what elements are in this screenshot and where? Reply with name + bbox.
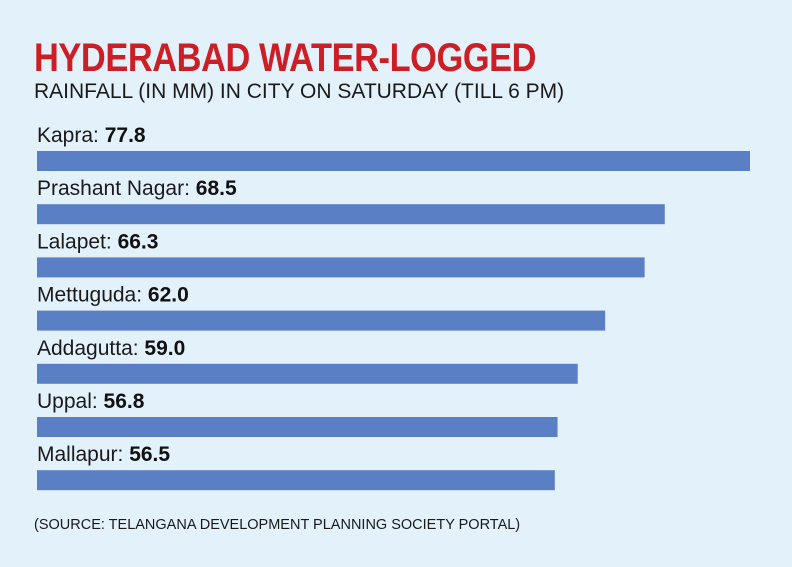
value-label: 59.0 [144,337,185,360]
bar [37,310,606,331]
bar [37,257,645,278]
category-label: Prashant Nagar: [37,177,196,200]
category-label: Kapra: [37,124,105,147]
category-label: Uppal: [37,390,104,413]
bar-group: Uppal: 56.8 [37,390,558,437]
source-note: (SOURCE: TELANGANA DEVELOPMENT PLANNING … [34,517,521,533]
chart-title: HYDERABAD WATER-LOGGED [34,36,537,80]
bar-group: Mettuguda: 62.0 [37,284,606,331]
value-label: 68.5 [196,177,237,200]
value-label: 77.8 [105,124,146,147]
bar [37,470,555,491]
bar [37,417,558,437]
bar-label: Mallapur: 56.5 [37,443,170,466]
value-label: 56.8 [104,390,145,413]
bar-label: Prashant Nagar: 68.5 [37,177,237,200]
value-label: 66.3 [118,230,159,253]
category-label: Lalapet: [37,230,118,253]
bar-group: Lalapet: 66.3 [37,230,645,278]
value-label: 62.0 [148,284,189,307]
bar-group: Addagutta: 59.0 [37,337,578,384]
category-label: Addagutta: [37,337,144,360]
bar [37,151,750,171]
bar-group: Kapra: 77.8 [37,124,750,171]
bar-label: Mettuguda: 62.0 [37,284,189,307]
bar [37,204,665,225]
bar-label: Kapra: 77.8 [37,124,146,147]
bar-group: Prashant Nagar: 68.5 [37,177,665,225]
chart-subtitle: RAINFALL (IN MM) IN CITY ON SATURDAY (TI… [34,80,565,103]
bar-label: Uppal: 56.8 [37,390,145,413]
bar-group: Mallapur: 56.5 [37,443,555,491]
category-label: Mettuguda: [37,284,148,307]
bar [37,363,578,384]
value-label: 56.5 [129,443,170,466]
category-label: Mallapur: [37,443,129,466]
bar-label: Addagutta: 59.0 [37,337,185,360]
bar-label: Lalapet: 66.3 [37,230,158,253]
